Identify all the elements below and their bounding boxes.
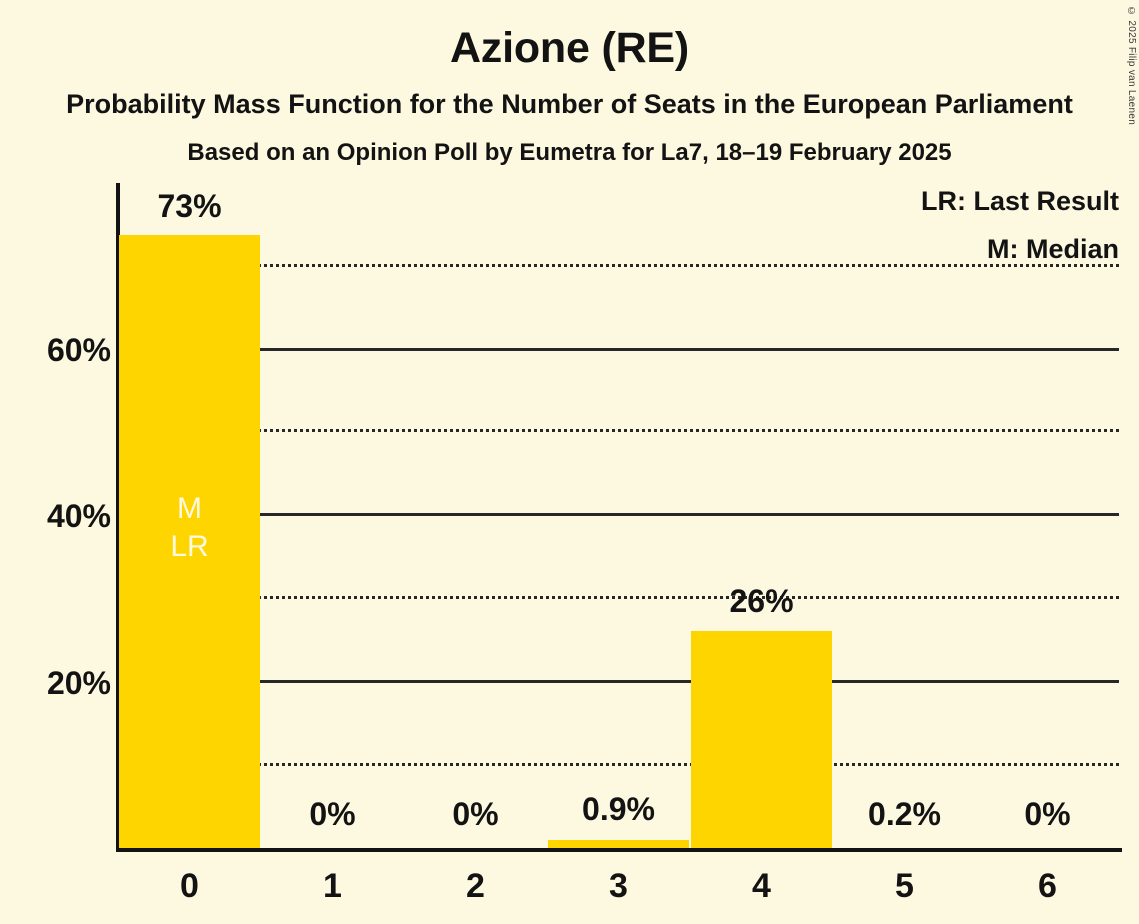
gridline-50: [119, 429, 1119, 432]
bar-seats-0[interactable]: M LR: [119, 235, 260, 848]
y-tick-label-20: 20%: [46, 665, 111, 701]
value-label-2: 0%: [452, 796, 499, 832]
value-label-0: 73%: [157, 188, 222, 224]
x-axis-line: [116, 848, 1122, 852]
gridline-60: [119, 348, 1119, 351]
bar-marker-last-result: LR: [170, 530, 209, 563]
value-label-6: 0%: [1024, 796, 1071, 832]
chart-title: Azione (RE): [449, 24, 690, 72]
bar-seats-3[interactable]: [548, 840, 689, 848]
x-tick-label-5: 5: [895, 867, 914, 905]
value-label-4: 26%: [729, 583, 794, 619]
gridline-40: [119, 513, 1119, 516]
gridline-70: [119, 264, 1119, 267]
y-tick-label-60: 60%: [46, 332, 111, 368]
bar-marker-median: M: [177, 492, 202, 525]
value-label-1: 0%: [309, 796, 356, 832]
chart-subtitle-secondary: Based on an Opinion Poll by Eumetra for …: [187, 139, 952, 166]
x-tick-label-4: 4: [752, 867, 771, 905]
legend-last-result: LR: Last Result: [920, 186, 1119, 216]
value-label-3: 0.9%: [582, 791, 655, 827]
value-label-5: 0.2%: [868, 796, 941, 832]
y-axis-line: [116, 183, 120, 848]
gridline-10: [119, 763, 1119, 766]
x-tick-label-3: 3: [609, 867, 628, 905]
chart-subtitle-primary: Probability Mass Function for the Number…: [66, 89, 1073, 119]
y-tick-label-40: 40%: [46, 498, 111, 534]
x-tick-label-6: 6: [1038, 867, 1057, 905]
plot-area: M LR: [116, 183, 1122, 852]
copyright-notice: © 2025 Filip van Laenen: [1126, 6, 1137, 126]
legend-median: M: Median: [987, 234, 1119, 264]
x-tick-label-2: 2: [466, 867, 485, 905]
gridline-30: [119, 596, 1119, 599]
x-tick-label-0: 0: [180, 867, 199, 905]
bar-seats-4[interactable]: [691, 631, 832, 848]
gridline-20: [119, 680, 1119, 683]
x-tick-label-1: 1: [323, 867, 342, 905]
